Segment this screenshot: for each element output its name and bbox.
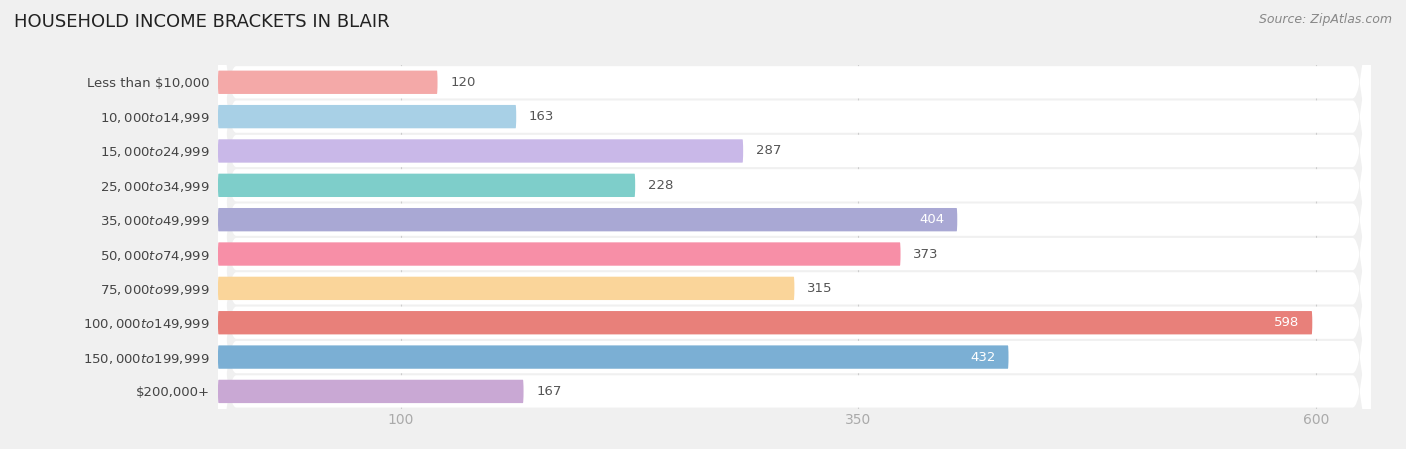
FancyBboxPatch shape: [218, 0, 1371, 449]
FancyBboxPatch shape: [218, 139, 744, 163]
FancyBboxPatch shape: [218, 208, 957, 231]
FancyBboxPatch shape: [218, 70, 437, 94]
FancyBboxPatch shape: [218, 0, 1371, 444]
FancyBboxPatch shape: [218, 0, 1371, 449]
Text: 287: 287: [756, 145, 782, 158]
Text: 120: 120: [450, 76, 475, 89]
FancyBboxPatch shape: [218, 0, 1371, 409]
Text: 373: 373: [914, 247, 939, 260]
Text: 404: 404: [920, 213, 945, 226]
FancyBboxPatch shape: [218, 64, 1371, 449]
Text: 598: 598: [1274, 316, 1299, 329]
FancyBboxPatch shape: [218, 311, 1312, 335]
Text: 228: 228: [648, 179, 673, 192]
FancyBboxPatch shape: [218, 174, 636, 197]
Text: 315: 315: [807, 282, 832, 295]
FancyBboxPatch shape: [218, 380, 523, 403]
Text: HOUSEHOLD INCOME BRACKETS IN BLAIR: HOUSEHOLD INCOME BRACKETS IN BLAIR: [14, 13, 389, 31]
FancyBboxPatch shape: [218, 0, 1371, 449]
FancyBboxPatch shape: [218, 345, 1008, 369]
FancyBboxPatch shape: [218, 277, 794, 300]
FancyBboxPatch shape: [218, 0, 1371, 449]
FancyBboxPatch shape: [218, 0, 1371, 449]
Text: 163: 163: [529, 110, 554, 123]
Text: Source: ZipAtlas.com: Source: ZipAtlas.com: [1258, 13, 1392, 26]
FancyBboxPatch shape: [218, 0, 1371, 449]
Text: 167: 167: [536, 385, 562, 398]
Text: 432: 432: [970, 351, 995, 364]
FancyBboxPatch shape: [218, 30, 1371, 449]
FancyBboxPatch shape: [218, 105, 516, 128]
FancyBboxPatch shape: [218, 242, 900, 266]
